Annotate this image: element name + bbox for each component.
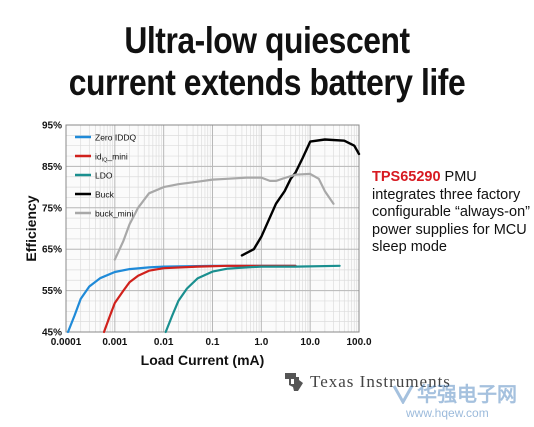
- watermark-url: www.hqew.com: [406, 406, 489, 420]
- y-axis-label: Efficiency: [23, 195, 39, 261]
- part-number: TPS65290: [372, 169, 441, 185]
- chart-grid: [65, 124, 360, 333]
- legend-label-2: LDO: [95, 171, 113, 181]
- y-tick-label: 65%: [42, 245, 62, 256]
- y-tick-label: 45%: [42, 328, 62, 339]
- x-tick-label: 0.01: [154, 337, 174, 348]
- chart-axes: [65, 124, 360, 333]
- x-tick-label: 100.0: [346, 337, 371, 348]
- legend-label-1: idIQ_mini: [95, 152, 128, 164]
- ti-logo-icon: [285, 373, 303, 391]
- headline-line-2: current extends battery life: [68, 62, 466, 103]
- x-tick-label: 0.1: [206, 337, 220, 348]
- y-tick-label: 75%: [42, 203, 62, 214]
- y-tick-label: 95%: [42, 121, 62, 132]
- series-line-4: [113, 172, 335, 261]
- x-tick-label: 0.0001: [51, 337, 82, 348]
- headline-line-1: Ultra-low quiescent: [124, 20, 410, 61]
- ti-logo-text: Texas Instruments: [310, 372, 451, 391]
- watermark-text: 华强电子网: [417, 382, 517, 406]
- headline: Ultra-low quiescent current extends batt…: [37, 20, 496, 104]
- x-axis-label: Load Current (mA): [141, 352, 265, 368]
- series-line-1: [102, 264, 297, 334]
- x-tick-label: 10.0: [300, 337, 320, 348]
- chart-legend: Zero IDDQ idIQ_mini LDO Buck buck_mini: [75, 133, 136, 219]
- product-description: TPS65290 PMU integrates three factory co…: [372, 169, 532, 257]
- efficiency-chart: Zero IDDQ idIQ_mini LDO Buck buck_mini 0.000…: [23, 121, 372, 369]
- series-line-2: [164, 264, 341, 334]
- watermark: 华强电子网: [392, 378, 517, 407]
- chart-labels: 0.0001 0.001 0.01 0.1 1.0 10.0 100.0 45% 55% 65% 7…: [23, 121, 372, 369]
- description-text: PMU integrates three factory configurabl…: [372, 169, 530, 255]
- x-tick-label: 1.0: [254, 337, 268, 348]
- watermark-icon: [392, 384, 414, 404]
- legend-label-4: buck_mini: [95, 209, 133, 219]
- plot-frame: [65, 124, 360, 333]
- x-tick-label: 0.001: [102, 337, 127, 348]
- legend-label-0: Zero IDDQ: [95, 133, 136, 143]
- series-line-3: [240, 138, 361, 257]
- y-tick-label: 55%: [42, 286, 62, 297]
- ti-logo: Texas Instruments: [282, 370, 451, 394]
- y-tick-label: 85%: [42, 162, 62, 173]
- chart-series: [66, 138, 361, 334]
- legend-label-3: Buck: [95, 190, 115, 200]
